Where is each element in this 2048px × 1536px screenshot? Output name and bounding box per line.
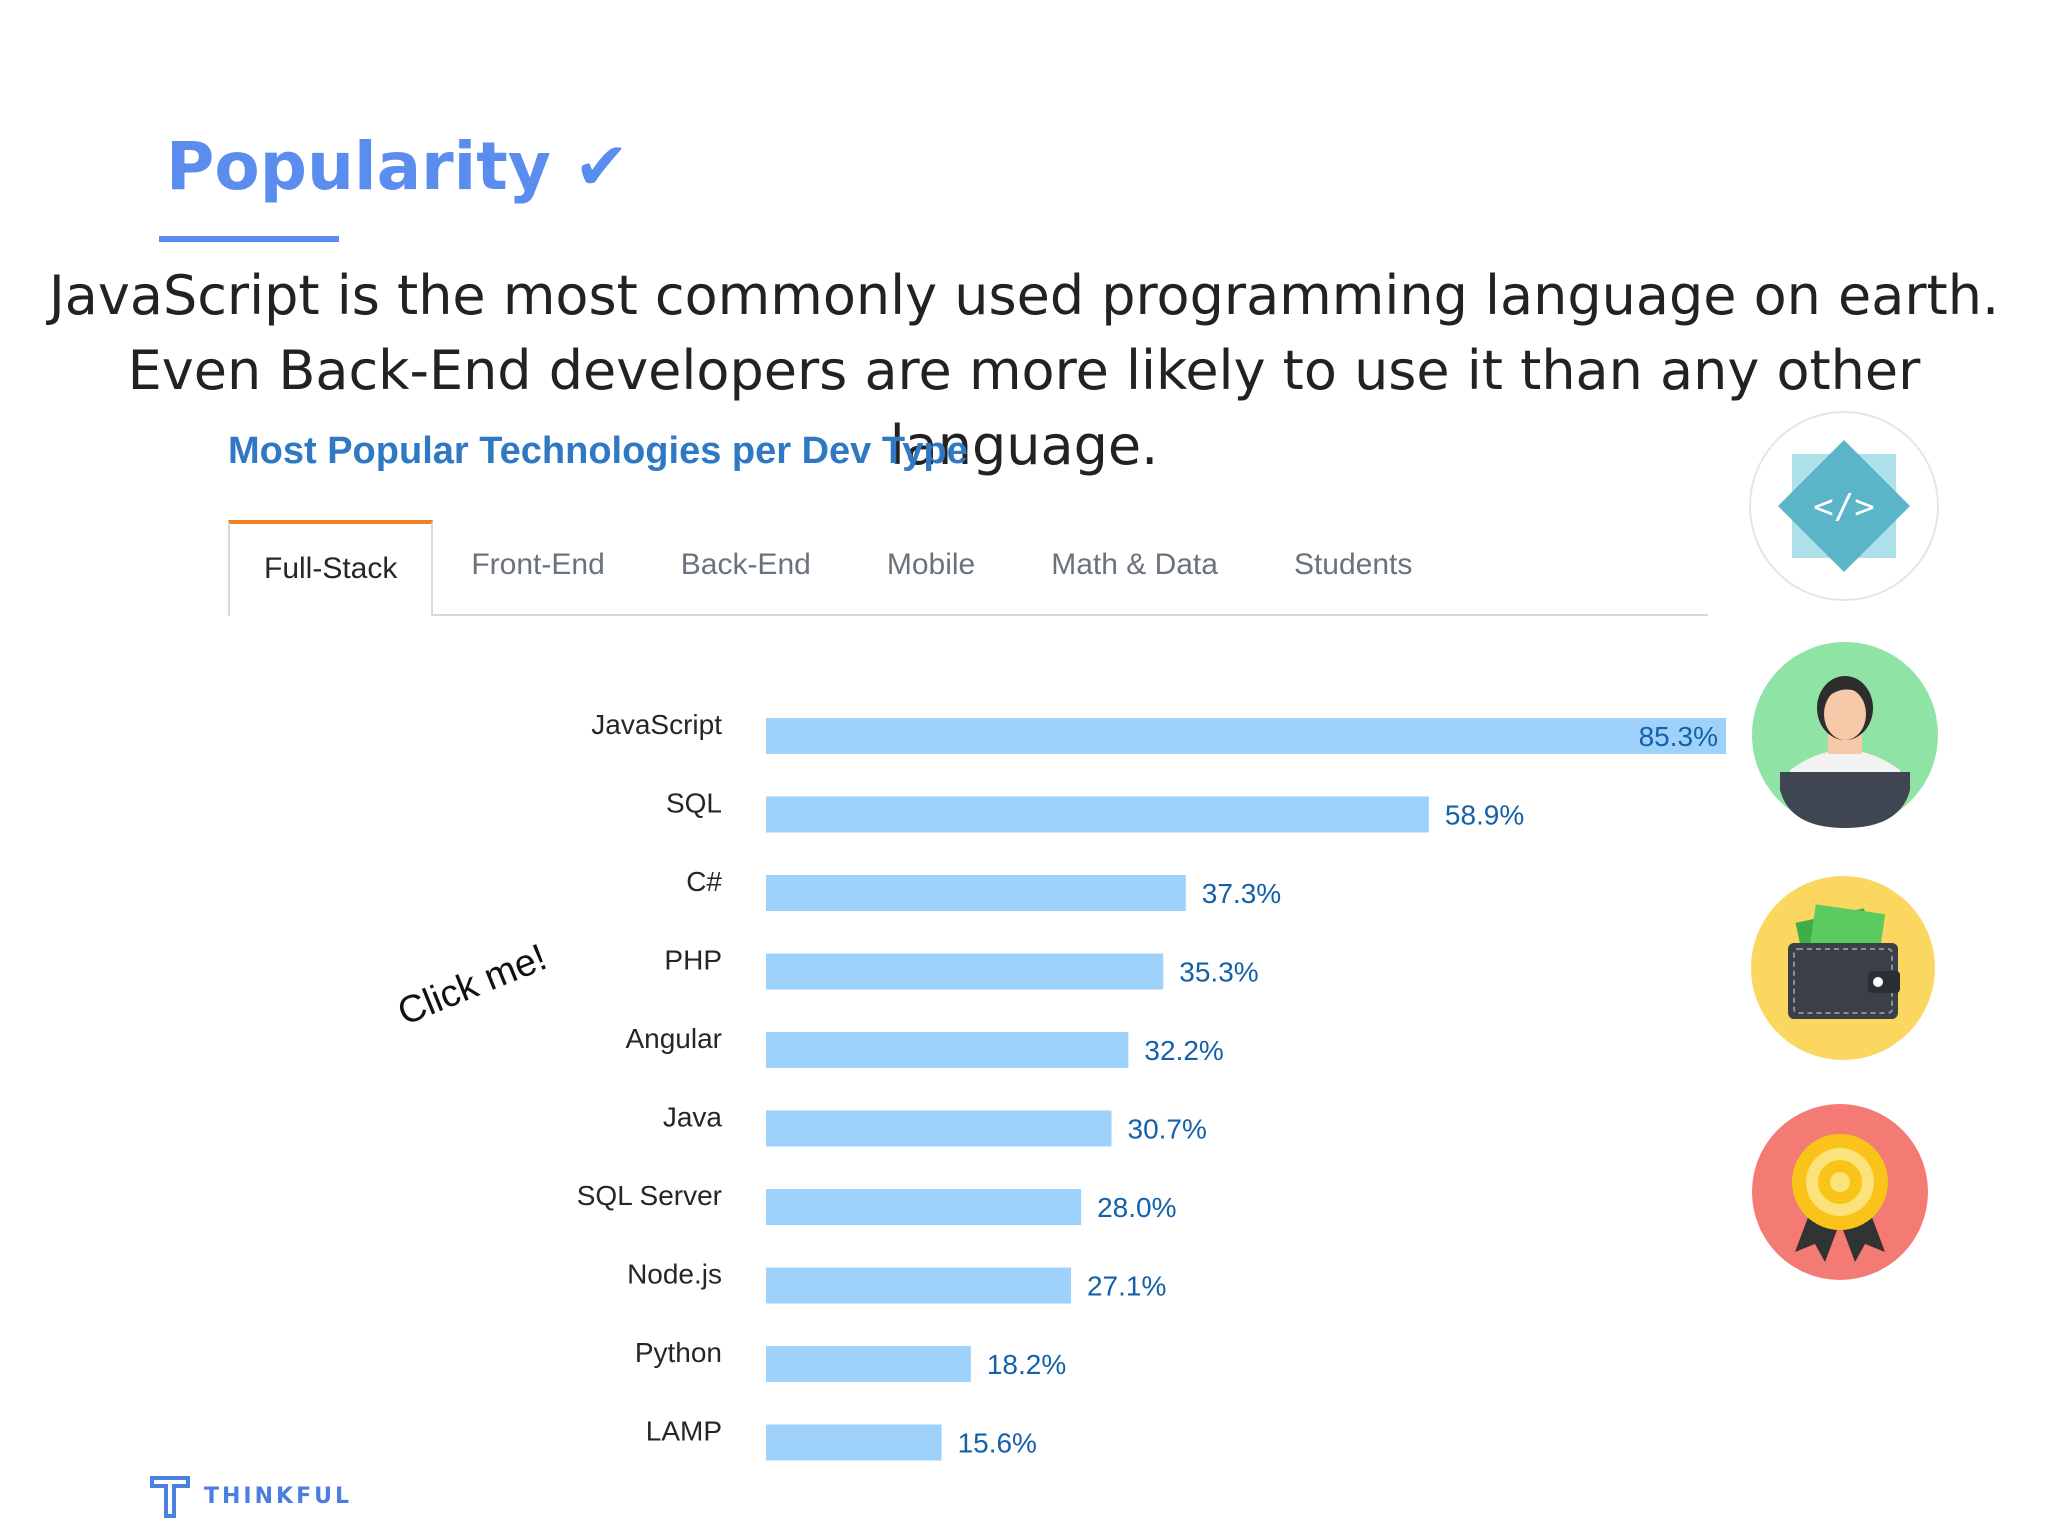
bar-label: LAMP (646, 1416, 722, 1447)
bar-value-label: 28.0% (1097, 1192, 1176, 1223)
bar-label: Python (635, 1337, 722, 1368)
tab-front-end[interactable]: Front-End (471, 548, 605, 581)
dev-type-tabs: Full-Stack Front-End Back-End Mobile Mat… (228, 520, 1708, 616)
bar-label: SQL (666, 788, 722, 819)
bar (766, 1110, 1112, 1147)
thinkful-logo-icon (150, 1476, 190, 1518)
tab-math-data[interactable]: Math & Data (1051, 548, 1218, 581)
bar-value-label: 32.2% (1144, 1035, 1223, 1066)
tab-back-end[interactable]: Back-End (680, 548, 811, 581)
bar (766, 796, 1429, 833)
bar-value-label: 85.3% (1639, 721, 1718, 752)
bar-value-label: 35.3% (1179, 957, 1258, 988)
svg-text:</>: </> (1813, 487, 1874, 527)
wallet-icon (1751, 876, 1935, 1060)
bar (766, 875, 1186, 911)
thinkful-logo: THINKFUL (150, 1474, 352, 1518)
code-diamond-icon: </> (1749, 411, 1939, 601)
bar-label: JavaScript (591, 709, 722, 740)
bar (766, 1424, 942, 1461)
bar-value-label: 27.1% (1087, 1271, 1166, 1302)
bar-label: Angular (625, 1023, 722, 1054)
bar (766, 1032, 1129, 1068)
bar-label: Node.js (627, 1259, 722, 1290)
bar (766, 1267, 1071, 1304)
bar (766, 1189, 1082, 1225)
award-badge-icon (1752, 1104, 1928, 1280)
chart-title: Most Popular Technologies per Dev Type (228, 430, 968, 472)
bar-label: C# (686, 866, 722, 897)
bar-value-label: 58.9% (1445, 800, 1524, 831)
developer-avatar-icon (1752, 642, 1938, 828)
slide-title-text: Popularity (166, 128, 551, 205)
bar (766, 1346, 971, 1382)
bar-label: SQL Server (577, 1180, 722, 1211)
bar-value-label: 37.3% (1202, 878, 1281, 909)
title-underline (159, 236, 339, 242)
bar-label: Java (663, 1102, 723, 1133)
slide-body-text: JavaScript is the most commonly used pro… (48, 264, 2000, 477)
bar-label: PHP (664, 945, 722, 976)
logo-text: THINKFUL (204, 1483, 352, 1509)
tab-students[interactable]: Students (1293, 548, 1413, 581)
bar-value-label: 18.2% (987, 1349, 1066, 1380)
bar-value-label: 15.6% (958, 1428, 1037, 1459)
tab-full-stack[interactable]: Full-Stack (228, 520, 434, 616)
check-icon: ✔ (573, 128, 630, 205)
tab-mobile[interactable]: Mobile (886, 548, 976, 581)
slide-title: Popularity ✔ (166, 128, 629, 205)
bar (766, 718, 1726, 754)
bar (766, 953, 1164, 990)
bar-value-label: 30.7% (1128, 1114, 1207, 1145)
